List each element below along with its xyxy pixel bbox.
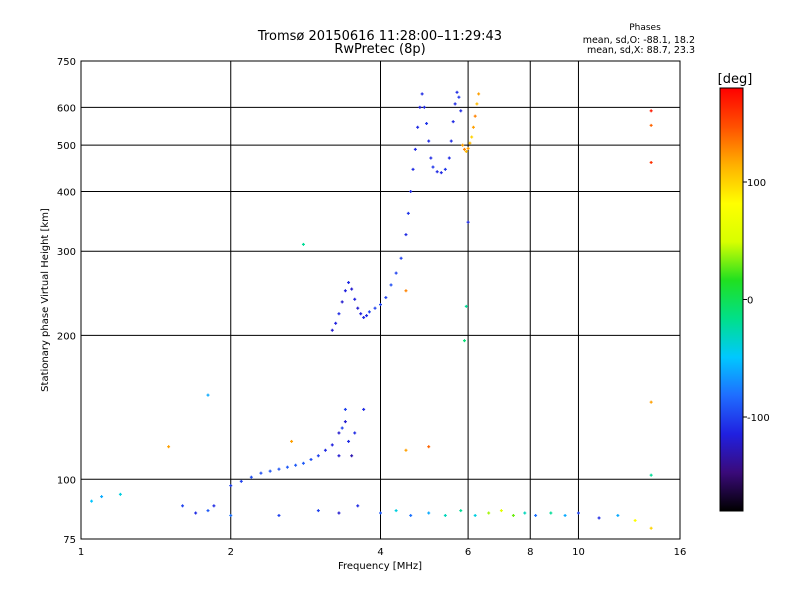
chart-subtitle: RwPretec (8p) bbox=[334, 42, 425, 57]
grid-lines bbox=[81, 61, 680, 539]
y-tick-label: 600 bbox=[57, 103, 76, 114]
y-tick-label: 750 bbox=[57, 57, 76, 68]
x-tick-label: 1 bbox=[78, 547, 84, 558]
stats-line-o: mean, sd,O: -88.1, 18.2 bbox=[583, 35, 695, 46]
data-points bbox=[90, 90, 653, 530]
colorbar bbox=[719, 87, 744, 512]
colorbar-tick-label: 100 bbox=[747, 178, 766, 189]
colorbar-tick-label: 0 bbox=[747, 296, 753, 307]
x-tick-label: 8 bbox=[527, 547, 533, 558]
x-tick-label: 6 bbox=[465, 547, 471, 558]
stats-heading: Phases bbox=[629, 23, 661, 33]
y-tick-label: 500 bbox=[57, 141, 76, 152]
colorbar-tick-label: -100 bbox=[747, 413, 770, 424]
y-tick-label: 400 bbox=[57, 187, 76, 198]
x-tick-label: 4 bbox=[377, 547, 383, 558]
x-tick-label: 16 bbox=[674, 547, 687, 558]
y-tick-label: 300 bbox=[57, 247, 76, 258]
axis-ticks: 1 2 4 6 8 10 16 75 100 200 300 400 500 600 750 bbox=[57, 57, 686, 558]
x-tick-label: 2 bbox=[228, 547, 234, 558]
y-tick-label: 75 bbox=[63, 535, 76, 546]
stats-line-x: mean, sd,X: 88.7, 23.3 bbox=[587, 45, 695, 56]
y-axis-label: Stationary phase Virtual Height [km] bbox=[40, 208, 51, 392]
x-tick-label: 10 bbox=[572, 547, 585, 558]
x-axis-label: Frequency [MHz] bbox=[338, 561, 422, 572]
y-tick-label: 200 bbox=[57, 331, 76, 342]
colorbar-ticks: 100 0 -100 bbox=[743, 178, 770, 424]
chart-title: Tromsø 20150616 11:28:00–11:29:43 bbox=[257, 29, 502, 44]
plot-area-frame bbox=[80, 60, 681, 540]
colorbar-unit-label: [deg] bbox=[718, 72, 753, 87]
y-tick-label: 100 bbox=[57, 475, 76, 486]
